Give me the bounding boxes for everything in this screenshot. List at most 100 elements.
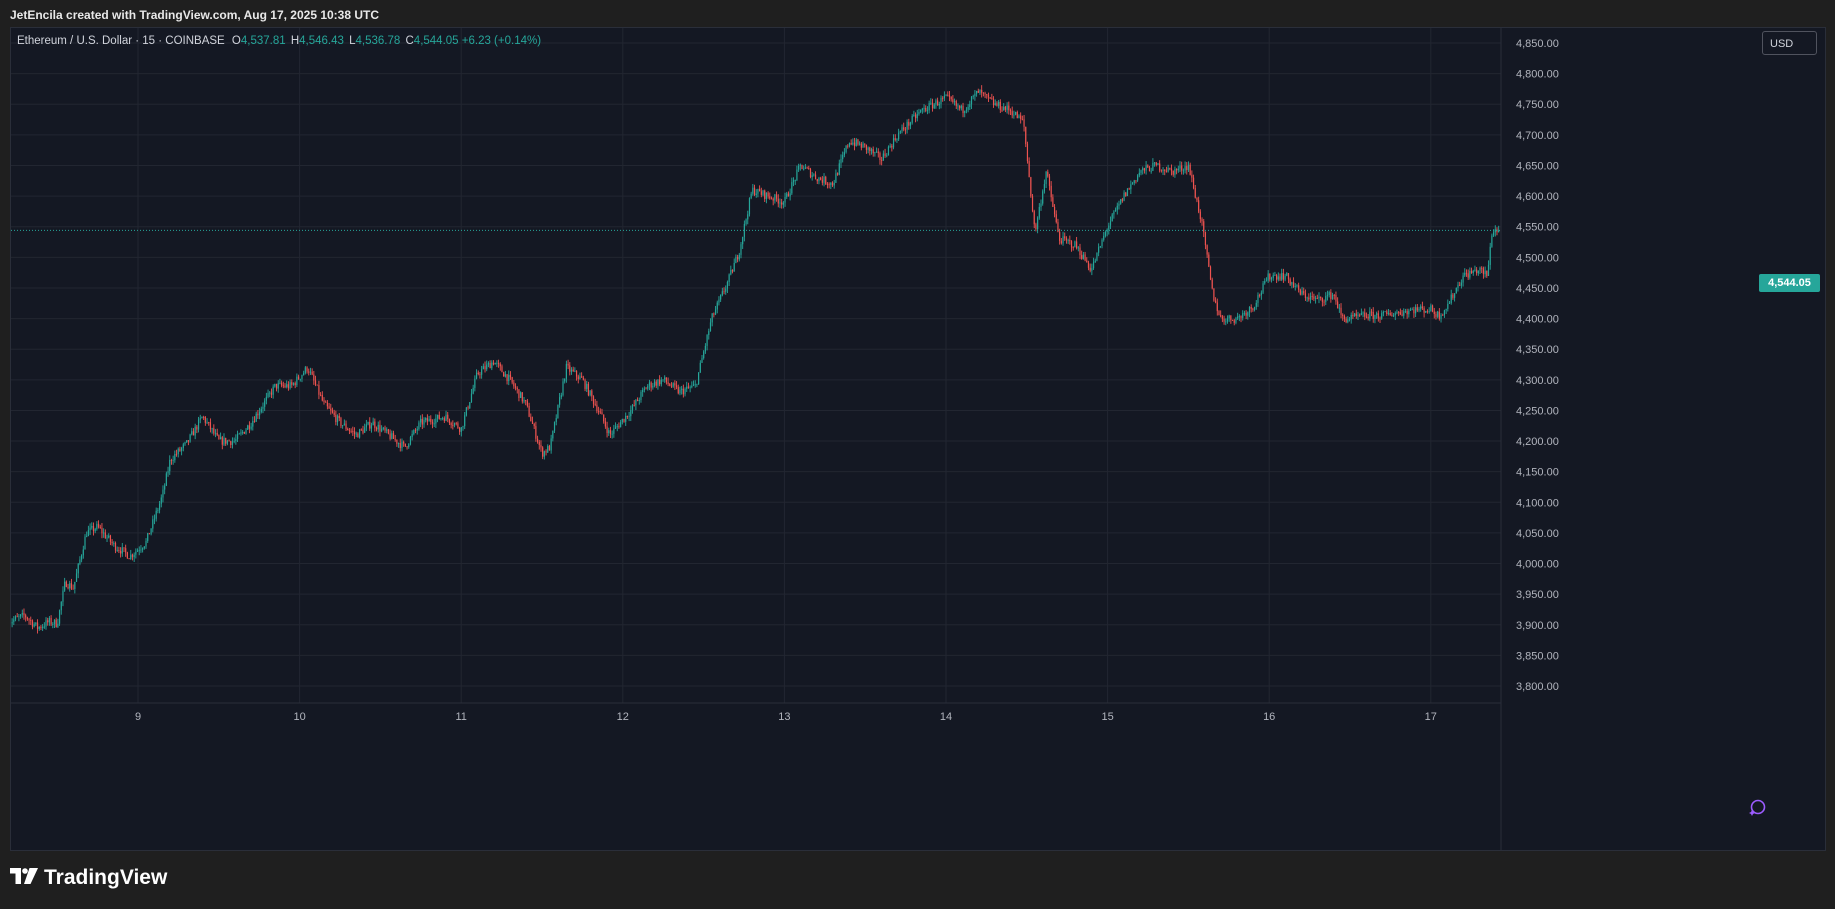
- candle-body: [674, 383, 676, 386]
- candle-body: [599, 411, 601, 413]
- candle-body: [1360, 313, 1362, 316]
- candle-body: [1482, 268, 1485, 275]
- candle-body: [1116, 205, 1118, 210]
- candle-body: [947, 94, 949, 96]
- candle-body: [926, 110, 929, 112]
- candle-body: [1389, 313, 1391, 316]
- candle-body: [53, 619, 56, 625]
- candle-body: [1076, 241, 1078, 249]
- brand-name: TradingView: [44, 866, 168, 889]
- candle-body: [928, 103, 930, 111]
- candlestick-chart[interactable]: 3,800.00 3,850.00 3,900.00 3,950.00 4,000.00…: [11, 28, 1825, 850]
- candle-body: [1365, 316, 1368, 318]
- candle-body: [470, 393, 473, 403]
- candle-body: [1094, 260, 1096, 262]
- candle-body: [182, 444, 184, 448]
- candle-body: [1481, 267, 1483, 269]
- candle-body: [336, 415, 339, 423]
- candle-body: [1309, 296, 1312, 300]
- candle-body: [475, 372, 478, 379]
- candle-body: [567, 363, 569, 366]
- candle-body: [233, 440, 235, 442]
- candle-body: [103, 532, 105, 534]
- candle-body: [452, 425, 454, 426]
- candle-body: [401, 441, 403, 448]
- candle-body: [11, 621, 13, 624]
- candle-body: [1074, 241, 1076, 248]
- candle-body: [45, 620, 47, 627]
- candle-body: [536, 438, 539, 442]
- candle-body: [1104, 232, 1107, 236]
- candle-body: [552, 430, 554, 439]
- x-tick-label: 10: [293, 711, 305, 723]
- candle-body: [96, 523, 98, 529]
- candle-body: [608, 430, 610, 434]
- candle-body: [1454, 293, 1456, 298]
- sparkle-alert-icon[interactable]: [1748, 798, 1766, 816]
- candle-body: [369, 422, 371, 429]
- chart-panel[interactable]: 3,800.00 3,850.00 3,900.00 3,950.00 4,000.00…: [10, 27, 1826, 851]
- candle-body: [704, 345, 706, 352]
- candle-body: [520, 392, 522, 399]
- candle-body: [770, 198, 773, 200]
- candle-body: [1340, 307, 1342, 315]
- candle-body: [882, 153, 884, 161]
- candle-body: [1276, 275, 1278, 280]
- candle-body: [1374, 314, 1376, 319]
- candle-body: [1011, 111, 1013, 116]
- y-tick-label: 4,800.00: [1516, 69, 1559, 81]
- candle-body: [265, 396, 267, 401]
- candle-body: [647, 385, 649, 389]
- candle-body: [321, 395, 323, 401]
- candle-body: [899, 131, 901, 133]
- candle-body: [423, 420, 425, 425]
- candle-body: [1420, 306, 1422, 309]
- candle-body: [1272, 275, 1274, 278]
- candle-body: [1394, 313, 1396, 316]
- candle-body: [1431, 305, 1434, 312]
- candle-body: [235, 439, 237, 441]
- candle-body: [1038, 207, 1040, 218]
- candle-body: [101, 527, 103, 534]
- candle-body: [1298, 285, 1300, 290]
- candle-body: [191, 431, 193, 435]
- candle-body: [375, 427, 378, 430]
- candle-body: [679, 389, 681, 394]
- candle-body: [360, 429, 362, 431]
- candle-body: [925, 107, 927, 111]
- candle-body: [303, 372, 305, 376]
- candle-body: [440, 418, 442, 420]
- candle-body: [160, 497, 162, 504]
- candle-body: [725, 288, 727, 292]
- candle-body: [345, 423, 347, 429]
- candle-body: [1448, 303, 1451, 304]
- candle-body: [1316, 298, 1318, 299]
- candle-body: [875, 151, 878, 153]
- candle-body: [1286, 273, 1288, 276]
- candle-body: [1214, 300, 1217, 303]
- candle-body: [365, 424, 367, 428]
- candle-body: [955, 101, 957, 106]
- candle-body: [164, 485, 166, 490]
- candle-body: [240, 432, 242, 434]
- candle-body: [1072, 247, 1074, 249]
- candle-body: [987, 94, 990, 98]
- candle-body: [299, 378, 301, 380]
- candle-body: [981, 89, 983, 93]
- candle-body: [501, 366, 503, 373]
- tradingview-brand[interactable]: TradingView: [10, 866, 167, 890]
- candle-body: [747, 214, 749, 220]
- symbol-title[interactable]: Ethereum / U.S. Dollar · 15 · COINBASE: [17, 35, 225, 47]
- candle-body: [784, 196, 786, 203]
- candle-body: [1428, 311, 1430, 313]
- candle-body: [1199, 211, 1201, 220]
- currency-button[interactable]: USD: [1762, 31, 1817, 55]
- y-tick-label: 4,300.00: [1516, 375, 1559, 387]
- candle-body: [179, 448, 181, 451]
- candle-body: [1304, 293, 1307, 298]
- candle-body: [560, 395, 562, 398]
- attribution-text: JetEncila created with TradingView.com, …: [10, 8, 380, 22]
- candle-body: [1223, 318, 1225, 322]
- candle-body: [1247, 312, 1249, 316]
- candle-body: [328, 406, 330, 409]
